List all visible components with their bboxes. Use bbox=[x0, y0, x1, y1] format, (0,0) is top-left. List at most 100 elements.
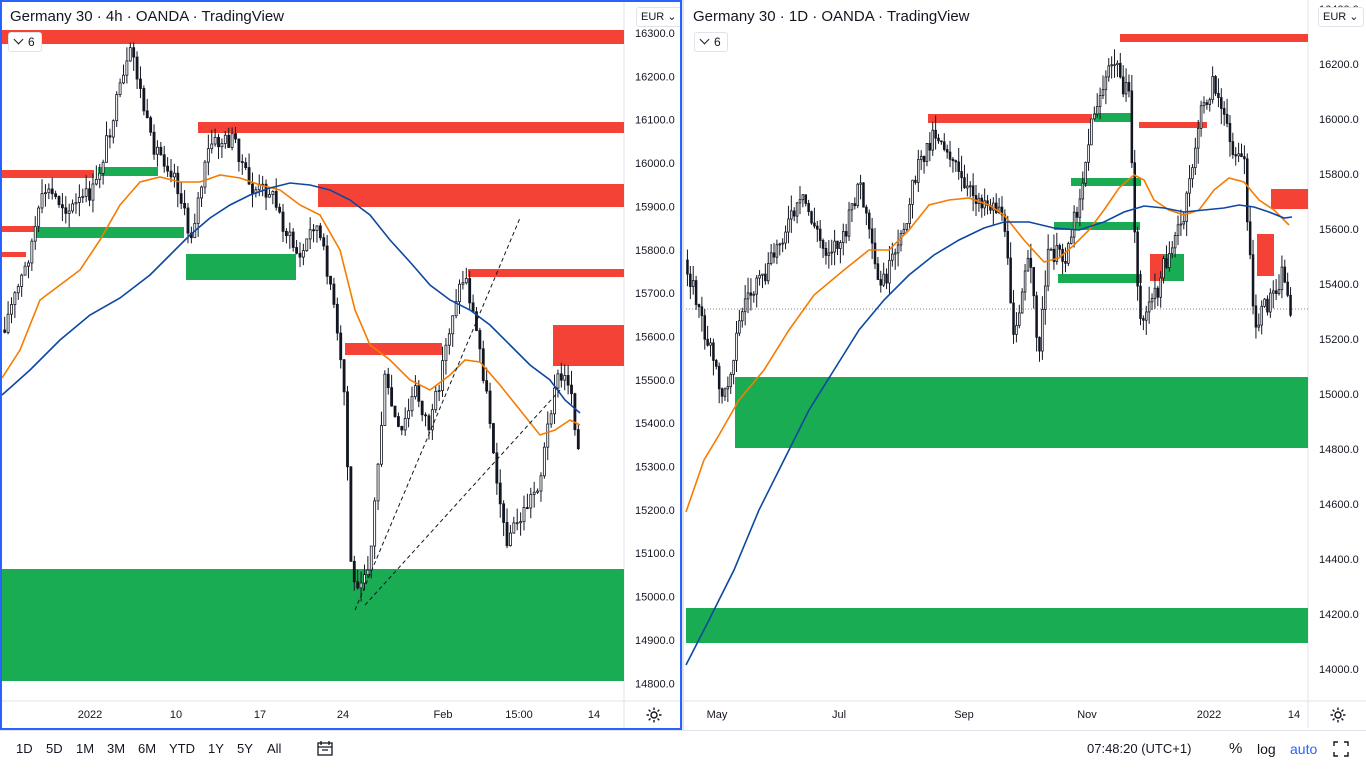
currency-selector[interactable]: EUR ⌄ bbox=[1318, 7, 1364, 27]
candle-body bbox=[867, 212, 871, 230]
candle-body bbox=[380, 425, 383, 465]
candle-body bbox=[769, 252, 773, 264]
candle-body bbox=[396, 416, 400, 427]
candle-body bbox=[1162, 258, 1165, 279]
candle-body bbox=[227, 134, 231, 148]
candle-body bbox=[132, 47, 136, 58]
candle-body bbox=[94, 178, 98, 185]
candle-body bbox=[703, 315, 707, 340]
candle-body bbox=[98, 172, 102, 180]
demand-zone bbox=[1054, 222, 1140, 230]
timeframe-3m[interactable]: 3M bbox=[107, 741, 126, 756]
candle-body bbox=[37, 207, 41, 227]
candle-body bbox=[30, 240, 34, 264]
auto-toggle[interactable]: auto bbox=[1290, 741, 1318, 757]
candle-body bbox=[735, 332, 738, 361]
candle-body bbox=[16, 286, 20, 294]
candle-body bbox=[1286, 281, 1289, 296]
chart-pane-4h[interactable]: 16300.0 16200.0 16100.0 16000.0 15900.0 15800… bbox=[0, 0, 682, 730]
fullscreen-icon[interactable] bbox=[1333, 741, 1349, 757]
currency-selector[interactable]: EUR ⌄ bbox=[636, 7, 682, 27]
candle-body bbox=[1015, 325, 1018, 335]
candle-body bbox=[23, 265, 27, 276]
supply-zone bbox=[1150, 254, 1164, 281]
candle-body bbox=[1217, 92, 1220, 99]
candle-body bbox=[1266, 298, 1269, 313]
timeframe-ytd[interactable]: YTD bbox=[169, 741, 195, 756]
candle-body bbox=[966, 185, 969, 189]
candle-body bbox=[312, 229, 315, 232]
price-tick-label: 16000.0 bbox=[635, 158, 675, 170]
date-range-icon[interactable] bbox=[316, 741, 334, 757]
price-tick-label: 15200.0 bbox=[1319, 334, 1359, 346]
candle-body bbox=[369, 545, 373, 571]
timeframe-5d[interactable]: 5D bbox=[46, 741, 63, 756]
ema-slow-line bbox=[1, 182, 581, 414]
candle-body bbox=[1104, 76, 1108, 91]
candle-body bbox=[1018, 312, 1021, 326]
candle-body bbox=[746, 292, 750, 300]
candle-body bbox=[1248, 221, 1252, 256]
candle-body bbox=[512, 522, 516, 534]
price-tick-label: 15400.0 bbox=[635, 418, 675, 430]
candle-body bbox=[732, 360, 735, 375]
candle-body bbox=[784, 231, 787, 244]
candle-body bbox=[729, 374, 732, 388]
candle-body bbox=[824, 247, 828, 256]
settings-gear-icon[interactable] bbox=[645, 706, 663, 724]
candle-body bbox=[1159, 277, 1162, 298]
candle-body bbox=[833, 240, 836, 253]
log-toggle[interactable]: log bbox=[1257, 741, 1276, 757]
clock-time[interactable]: 07:48:20 (UTC+1) bbox=[1087, 741, 1192, 756]
candle-body bbox=[810, 211, 813, 224]
candle-body bbox=[230, 133, 234, 148]
candle-body bbox=[60, 204, 64, 209]
candle-body bbox=[879, 279, 883, 286]
timeframe-1y[interactable]: 1Y bbox=[208, 741, 224, 756]
timeframe-5y[interactable]: 5Y bbox=[237, 741, 253, 756]
chart-canvas-4h[interactable]: 16300.0 16200.0 16100.0 16000.0 15900.0 15800… bbox=[0, 0, 682, 730]
candle-body bbox=[795, 202, 799, 217]
candle-body bbox=[761, 273, 764, 276]
candle-body bbox=[954, 160, 958, 163]
candle-body bbox=[47, 188, 51, 194]
candle-body bbox=[1199, 105, 1203, 129]
candle-body bbox=[1078, 198, 1082, 218]
supply-zone bbox=[553, 325, 624, 366]
candle-body bbox=[1084, 161, 1087, 184]
candle-body bbox=[376, 463, 380, 502]
timeframe-1d[interactable]: 1D bbox=[16, 741, 33, 756]
indicators-toggle[interactable]: 6 bbox=[8, 32, 42, 52]
indicators-toggle[interactable]: 6 bbox=[694, 32, 728, 52]
candle-body bbox=[836, 240, 839, 249]
candle-body bbox=[1194, 147, 1197, 169]
candle-body bbox=[1202, 102, 1206, 107]
timeframe-6m[interactable]: 6M bbox=[138, 741, 157, 756]
candle-body bbox=[1009, 257, 1012, 304]
price-tick-label: 15400.0 bbox=[1319, 279, 1359, 291]
candle-body bbox=[1020, 291, 1024, 314]
candle-body bbox=[464, 278, 468, 284]
percent-toggle[interactable]: % bbox=[1229, 740, 1243, 757]
candle-body bbox=[1243, 156, 1246, 160]
candle-body bbox=[726, 386, 730, 390]
time-tick-label: 10 bbox=[170, 709, 182, 721]
candle-body bbox=[931, 129, 934, 151]
candle-body bbox=[1023, 270, 1027, 293]
candle-body bbox=[764, 273, 767, 282]
price-tick-label: 15800.0 bbox=[1319, 169, 1359, 181]
pane-divider[interactable] bbox=[682, 0, 684, 730]
chart-pane-1d[interactable]: 16400.016200.016000.015800.015600.015400… bbox=[684, 0, 1366, 730]
chart-canvas-1d[interactable]: 16400.016200.016000.015800.015600.015400… bbox=[684, 0, 1366, 730]
candle-body bbox=[152, 131, 156, 155]
candle-body bbox=[1237, 153, 1240, 157]
timeframe-1m[interactable]: 1M bbox=[76, 741, 95, 756]
settings-gear-icon[interactable] bbox=[1329, 706, 1347, 724]
candle-body bbox=[1145, 311, 1148, 321]
candle-body bbox=[1044, 285, 1047, 310]
candle-body bbox=[553, 387, 556, 415]
candle-body bbox=[305, 238, 309, 251]
candle-body bbox=[301, 250, 305, 258]
time-tick-label: 2022 bbox=[1197, 709, 1221, 721]
timeframe-all[interactable]: All bbox=[267, 741, 282, 756]
